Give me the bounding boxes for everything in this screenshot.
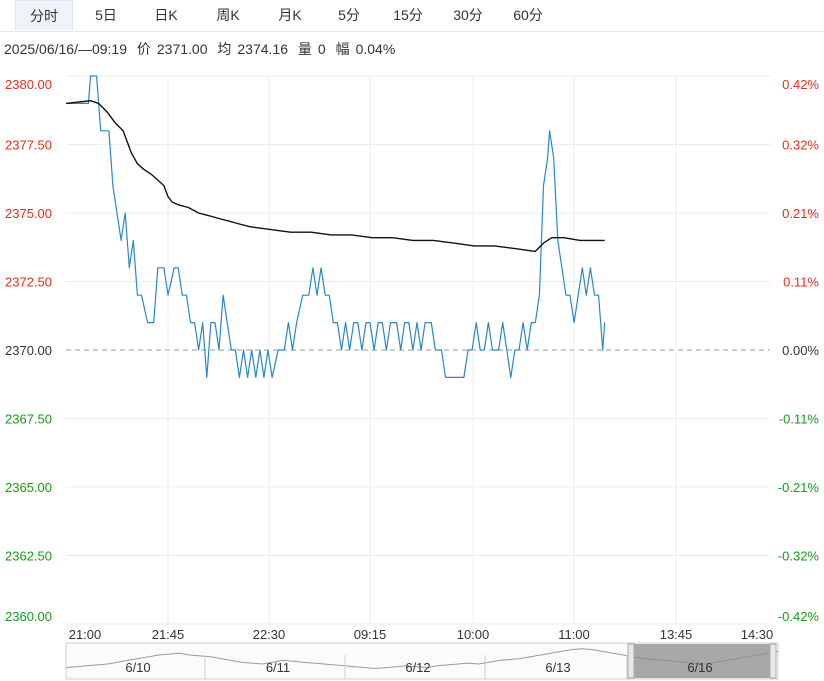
tab-5[interactable]: 5分 bbox=[338, 7, 360, 23]
y-tick-label-left: 2375.00 bbox=[5, 206, 52, 221]
navigator-day-label: 6/16 bbox=[687, 660, 712, 675]
navigator-day-label: 6/11 bbox=[266, 660, 290, 675]
y-tick-label-left: 2372.50 bbox=[5, 275, 52, 290]
tab-8[interactable]: 60分 bbox=[513, 7, 543, 23]
y-tick-label-left: 2360.00 bbox=[5, 609, 52, 624]
volume-value: 0 bbox=[317, 41, 326, 57]
y-tick-label-right: 0.00% bbox=[782, 343, 819, 358]
y-tick-label-left: 2362.50 bbox=[5, 549, 52, 564]
price-value: 2371.00 bbox=[156, 41, 208, 57]
tab-1[interactable]: 5日 bbox=[95, 7, 117, 23]
tab-0[interactable]: 分时 bbox=[15, 0, 73, 30]
y-tick-label-right: 0.11% bbox=[783, 275, 819, 290]
y-tick-label-right: -0.11% bbox=[779, 412, 820, 427]
navigator-right-handle[interactable] bbox=[769, 643, 777, 679]
quote-datetime: 2025/06/16/—09:19 bbox=[4, 41, 127, 57]
avg-label: 均 bbox=[217, 41, 232, 57]
x-tick-label: 14:30 bbox=[741, 627, 774, 642]
tab-6[interactable]: 15分 bbox=[393, 7, 423, 23]
y-tick-label-left: 2380.00 bbox=[5, 77, 52, 92]
navigator-left-handle[interactable] bbox=[627, 643, 635, 679]
right-percent-axis: 0.42% 0.32% 0.21% 0.11% 0.00% -0.11% -0.21% -0.… bbox=[778, 77, 820, 624]
range-navigator[interactable]: 6/10 6/11 6/12 6/13 6/16 bbox=[65, 642, 779, 680]
x-tick-label: 11:00 bbox=[558, 627, 590, 642]
x-tick-label: 22:30 bbox=[253, 627, 286, 642]
navigator-day-label: 6/12 bbox=[405, 660, 430, 675]
time-axis: 21:00 21:45 22:30 09:15 10:00 11:00 13:45 14:30 bbox=[69, 627, 774, 642]
navigator-day-label: 6/10 bbox=[125, 660, 150, 675]
tab-3[interactable]: 周K bbox=[216, 7, 240, 23]
x-tick-label: 13:45 bbox=[660, 627, 693, 642]
left-price-axis: 2380.00 2377.50 2375.00 2372.50 2370.00 2367.… bbox=[5, 77, 52, 624]
tab-7[interactable]: 30分 bbox=[453, 7, 483, 23]
navigator-day-label: 6/13 bbox=[545, 660, 570, 675]
price-line bbox=[66, 75, 606, 378]
range-value: 0.04% bbox=[355, 41, 396, 57]
navigator-selection[interactable] bbox=[634, 644, 770, 678]
chart-period-tabs: 分时 5日 日K 周K 月K 5分 15分 30分 60分 bbox=[0, 0, 824, 32]
y-tick-label-right: -0.42% bbox=[778, 609, 820, 624]
x-tick-label: 21:45 bbox=[152, 627, 185, 642]
y-tick-label-left: 2367.50 bbox=[5, 412, 52, 427]
chart-grid bbox=[66, 75, 770, 625]
average-price-line bbox=[65, 100, 605, 253]
y-tick-label-right: 0.42% bbox=[782, 77, 819, 92]
avg-value: 2374.16 bbox=[237, 41, 288, 57]
y-tick-label-right: 0.32% bbox=[782, 138, 819, 153]
y-tick-label-right: -0.21% bbox=[778, 480, 820, 495]
tab-4[interactable]: 月K bbox=[278, 7, 302, 23]
y-tick-label-left: 2377.50 bbox=[5, 138, 52, 153]
y-tick-label-right: -0.32% bbox=[778, 549, 820, 564]
y-tick-label-right: 0.21% bbox=[782, 206, 819, 221]
y-tick-label-left: 2370.00 bbox=[5, 343, 52, 358]
x-tick-label: 10:00 bbox=[457, 627, 490, 642]
range-label: 幅 bbox=[335, 41, 350, 57]
volume-label: 量 bbox=[297, 41, 312, 57]
x-tick-label: 21:00 bbox=[69, 627, 102, 642]
y-tick-label-left: 2365.00 bbox=[5, 480, 52, 495]
tab-2[interactable]: 日K bbox=[154, 7, 178, 23]
x-tick-label: 09:15 bbox=[354, 627, 387, 642]
chart-lines bbox=[65, 75, 606, 378]
price-label: 价 bbox=[136, 41, 151, 57]
